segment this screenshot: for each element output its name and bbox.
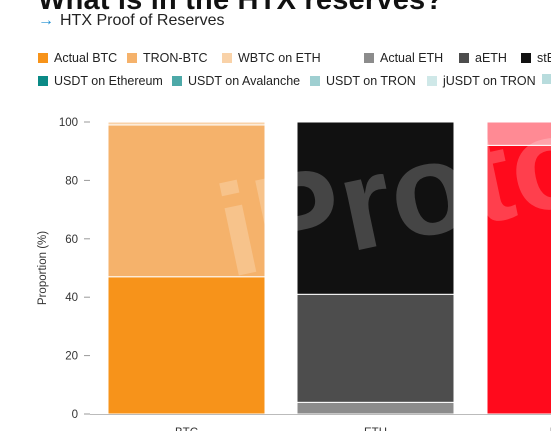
legend-label-wbtc-on-eth: WBTC on ETH — [238, 51, 321, 65]
bar-segment-usdt-6[interactable] — [486, 144, 551, 415]
chart-headline: What is in the HTX reserves? — [38, 0, 444, 16]
legend-label-actual-btc: Actual BTC — [54, 51, 118, 65]
legend-item-usdt-on-avalanche[interactable]: USDT on Avalanche — [172, 74, 300, 88]
legend-swatch-usdt-on-avalanche — [172, 76, 182, 86]
bar-segment-eth-4[interactable] — [296, 293, 455, 403]
x-tick-label-btc: BTC — [175, 427, 198, 431]
legend-swatch-tron-btc — [127, 53, 137, 63]
bar-segment-btc-2[interactable] — [107, 121, 266, 126]
bar-segment-eth-5[interactable] — [296, 121, 455, 295]
legend-item-wbtc-on-eth[interactable]: WBTC on ETH — [222, 51, 321, 65]
legend-item-steth[interactable]: stETH — [521, 51, 551, 65]
legend-item-cut-off[interactable] — [542, 74, 551, 84]
bar-segment-btc-1[interactable] — [107, 124, 266, 278]
legend-item-usdt-on-tron[interactable]: USDT on TRON — [310, 74, 416, 88]
x-tick-label-usdt: USDT — [550, 427, 551, 431]
legend-swatch-actual-eth — [364, 53, 374, 63]
subtitle-link[interactable]: HTX Proof of Reserves — [60, 12, 225, 29]
legend-swatch-steth — [521, 53, 531, 63]
legend-label-jusdt-on-tron: jUSDT on TRON — [443, 74, 536, 88]
legend-item-actual-btc[interactable]: Actual BTC — [38, 51, 117, 65]
bar-segments — [107, 121, 551, 415]
legend-swatch-usdt-on-ethereum — [38, 76, 48, 86]
legend-label-usdt-on-avalanche: USDT on Avalanche — [188, 74, 301, 88]
bar-segment-usdt-7[interactable] — [486, 121, 551, 146]
y-tick-label: 20 — [65, 351, 78, 363]
legend-swatch-aeth — [459, 53, 469, 63]
legend-label-tron-btc: TRON-BTC — [143, 51, 208, 65]
y-axis-ticks: 0 20 40 60 80 100 — [59, 117, 90, 421]
chart-subtitle[interactable]: → HTX Proof of Reserves — [38, 12, 225, 30]
y-axis-label: Proportion (%) — [37, 231, 49, 305]
legend-label-aeth: aETH — [475, 51, 507, 65]
legend-item-actual-eth[interactable]: Actual ETH — [364, 51, 443, 65]
legend-label-usdt-on-ethereum: USDT on Ethereum — [54, 74, 163, 88]
y-tick-label: 60 — [65, 234, 78, 246]
legend-item-usdt-on-ethereum[interactable]: USDT on Ethereum — [38, 74, 163, 88]
legend-swatch-cut-off — [542, 74, 551, 84]
bar-segment-eth-3[interactable] — [296, 401, 455, 415]
x-axis-ticks: BTC ETH USDT — [175, 427, 551, 431]
legend-item-aeth[interactable]: aETH — [459, 51, 507, 65]
legend-swatch-actual-btc — [38, 53, 48, 63]
legend-label-usdt-on-tron: USDT on TRON — [326, 74, 416, 88]
legend-swatch-jusdt-on-tron — [427, 76, 437, 86]
y-tick-label: 100 — [59, 117, 78, 129]
legend-swatch-wbtc-on-eth — [222, 53, 232, 63]
x-tick-label-eth: ETH — [364, 427, 387, 431]
legend-label-steth: stETH — [537, 51, 551, 65]
y-tick-label: 0 — [72, 409, 78, 421]
y-tick-label: 80 — [65, 175, 78, 187]
legend-item-jusdt-on-tron[interactable]: jUSDT on TRON — [427, 74, 536, 88]
legend-swatch-usdt-on-tron — [310, 76, 320, 86]
bar-segment-btc-0[interactable] — [107, 276, 266, 415]
arrow-right-icon: → — [38, 12, 54, 29]
legend-label-actual-eth: Actual ETH — [380, 51, 444, 65]
y-tick-label: 40 — [65, 292, 78, 304]
legend-item-tron-btc[interactable]: TRON-BTC — [127, 51, 208, 65]
